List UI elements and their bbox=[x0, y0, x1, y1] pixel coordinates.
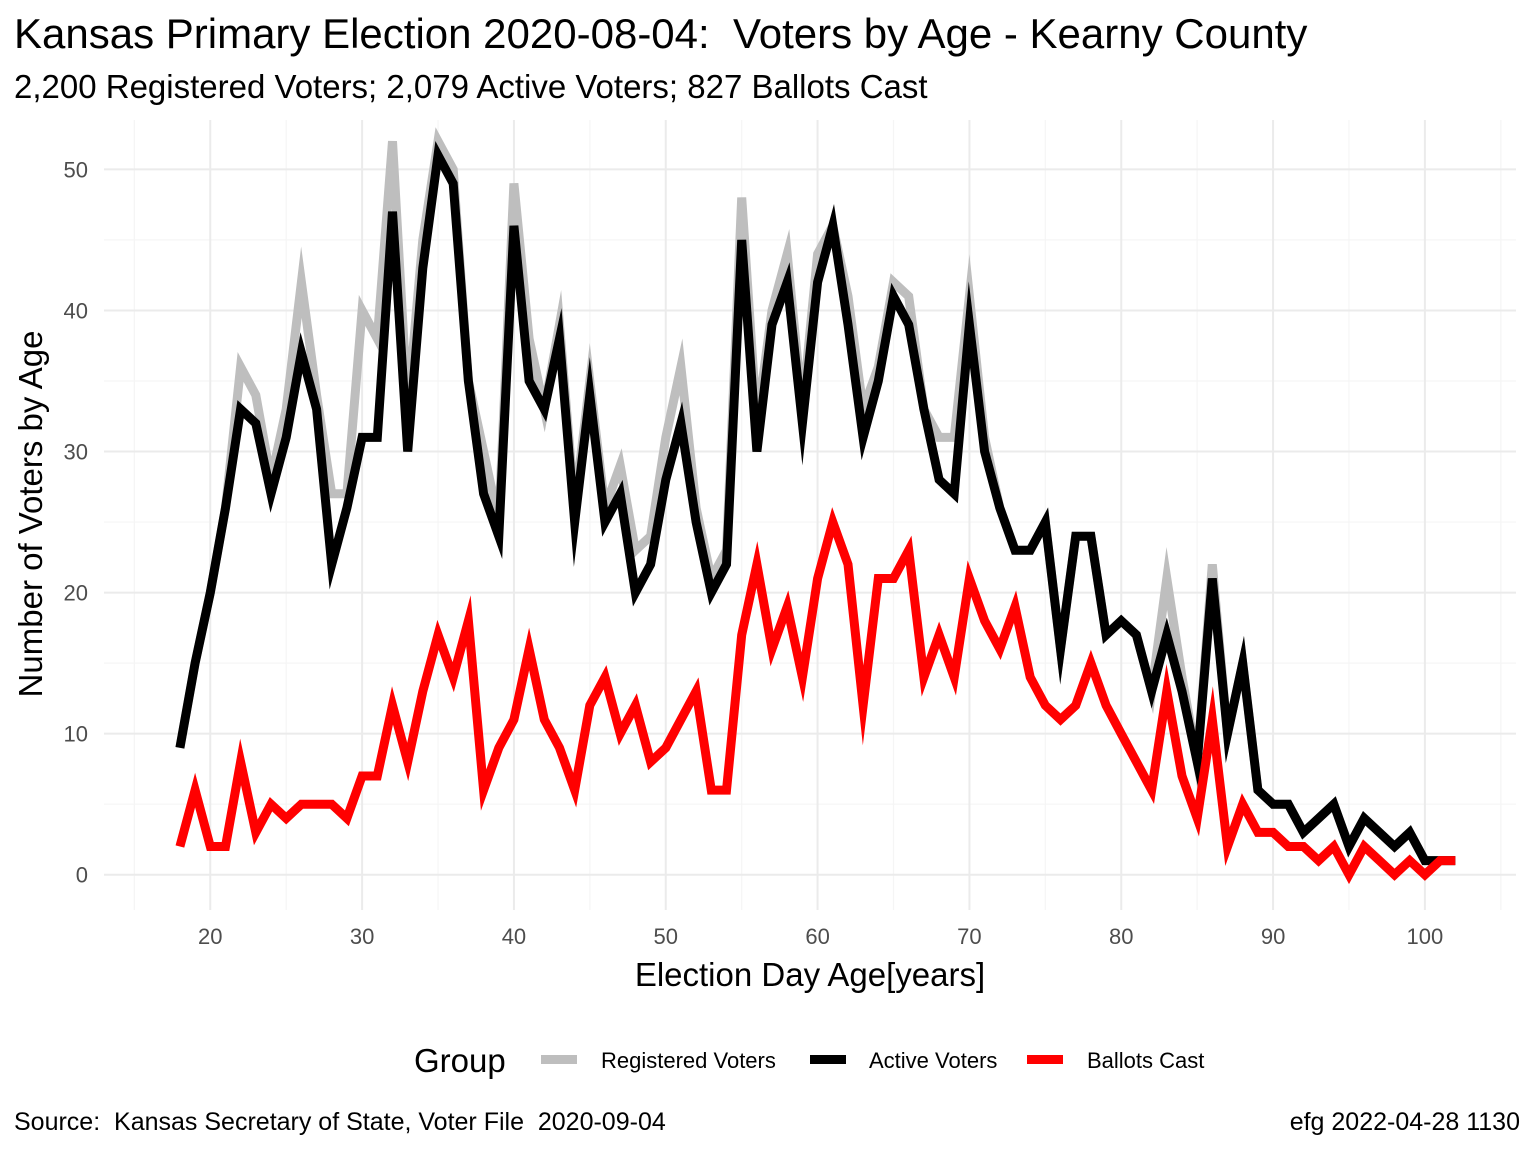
legend-label-registered-voters: Registered Voters bbox=[601, 1048, 776, 1073]
chart-title: Kansas Primary Election 2020-08-04: Vote… bbox=[14, 10, 1308, 57]
y-axis-ticks: 0 10 20 30 40 50 bbox=[64, 157, 88, 887]
minor-gridlines bbox=[104, 120, 1516, 910]
legend-key-active-voters bbox=[810, 1055, 846, 1064]
y-tick-label: 30 bbox=[64, 440, 88, 465]
legend-key-ballots-cast bbox=[1027, 1055, 1063, 1064]
x-tick-label: 20 bbox=[198, 924, 222, 949]
x-tick-label: 80 bbox=[1109, 924, 1133, 949]
legend-title: Group bbox=[414, 1042, 506, 1079]
x-tick-label: 40 bbox=[502, 924, 526, 949]
y-axis-title: Number of Voters by Age bbox=[12, 331, 49, 698]
legend: Group Registered Voters Active Voters Ba… bbox=[414, 1042, 1204, 1079]
y-tick-label: 0 bbox=[76, 863, 88, 888]
ballots-cast-line bbox=[175, 507, 1456, 885]
y-tick-label: 40 bbox=[64, 298, 88, 323]
y-tick-label: 50 bbox=[64, 157, 88, 182]
major-gridlines bbox=[104, 120, 1516, 910]
x-tick-label: 90 bbox=[1261, 924, 1285, 949]
x-tick-label: 70 bbox=[957, 924, 981, 949]
x-axis-ticks: 20 30 40 50 60 70 80 90 100 bbox=[198, 924, 1443, 949]
active-voters-line bbox=[175, 140, 1456, 866]
line-chart: 20 30 40 50 60 70 80 90 100 0 10 20 30 40 50 Election… bbox=[12, 120, 1516, 1079]
legend-label-active-voters: Active Voters bbox=[869, 1048, 997, 1073]
x-tick-label: 30 bbox=[350, 924, 374, 949]
y-tick-label: 10 bbox=[64, 722, 88, 747]
legend-key-registered-voters bbox=[541, 1055, 577, 1064]
source-caption: Source: Kansas Secretary of State, Voter… bbox=[14, 1108, 666, 1136]
y-tick-label: 20 bbox=[64, 581, 88, 606]
chart-subtitle: 2,200 Registered Voters; 2,079 Active Vo… bbox=[14, 68, 928, 105]
legend-label-ballots-cast: Ballots Cast bbox=[1087, 1048, 1204, 1073]
x-tick-label: 50 bbox=[654, 924, 678, 949]
credit-caption: efg 2022-04-28 1130 bbox=[1289, 1108, 1520, 1136]
x-tick-label: 100 bbox=[1407, 924, 1444, 949]
series-lines bbox=[175, 127, 1456, 885]
x-axis-title: Election Day Age[years] bbox=[635, 956, 985, 993]
x-tick-label: 60 bbox=[805, 924, 829, 949]
